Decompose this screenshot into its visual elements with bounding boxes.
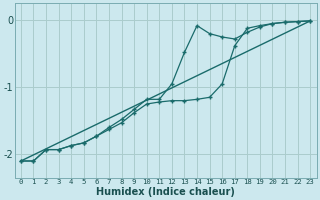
X-axis label: Humidex (Indice chaleur): Humidex (Indice chaleur) xyxy=(96,187,235,197)
